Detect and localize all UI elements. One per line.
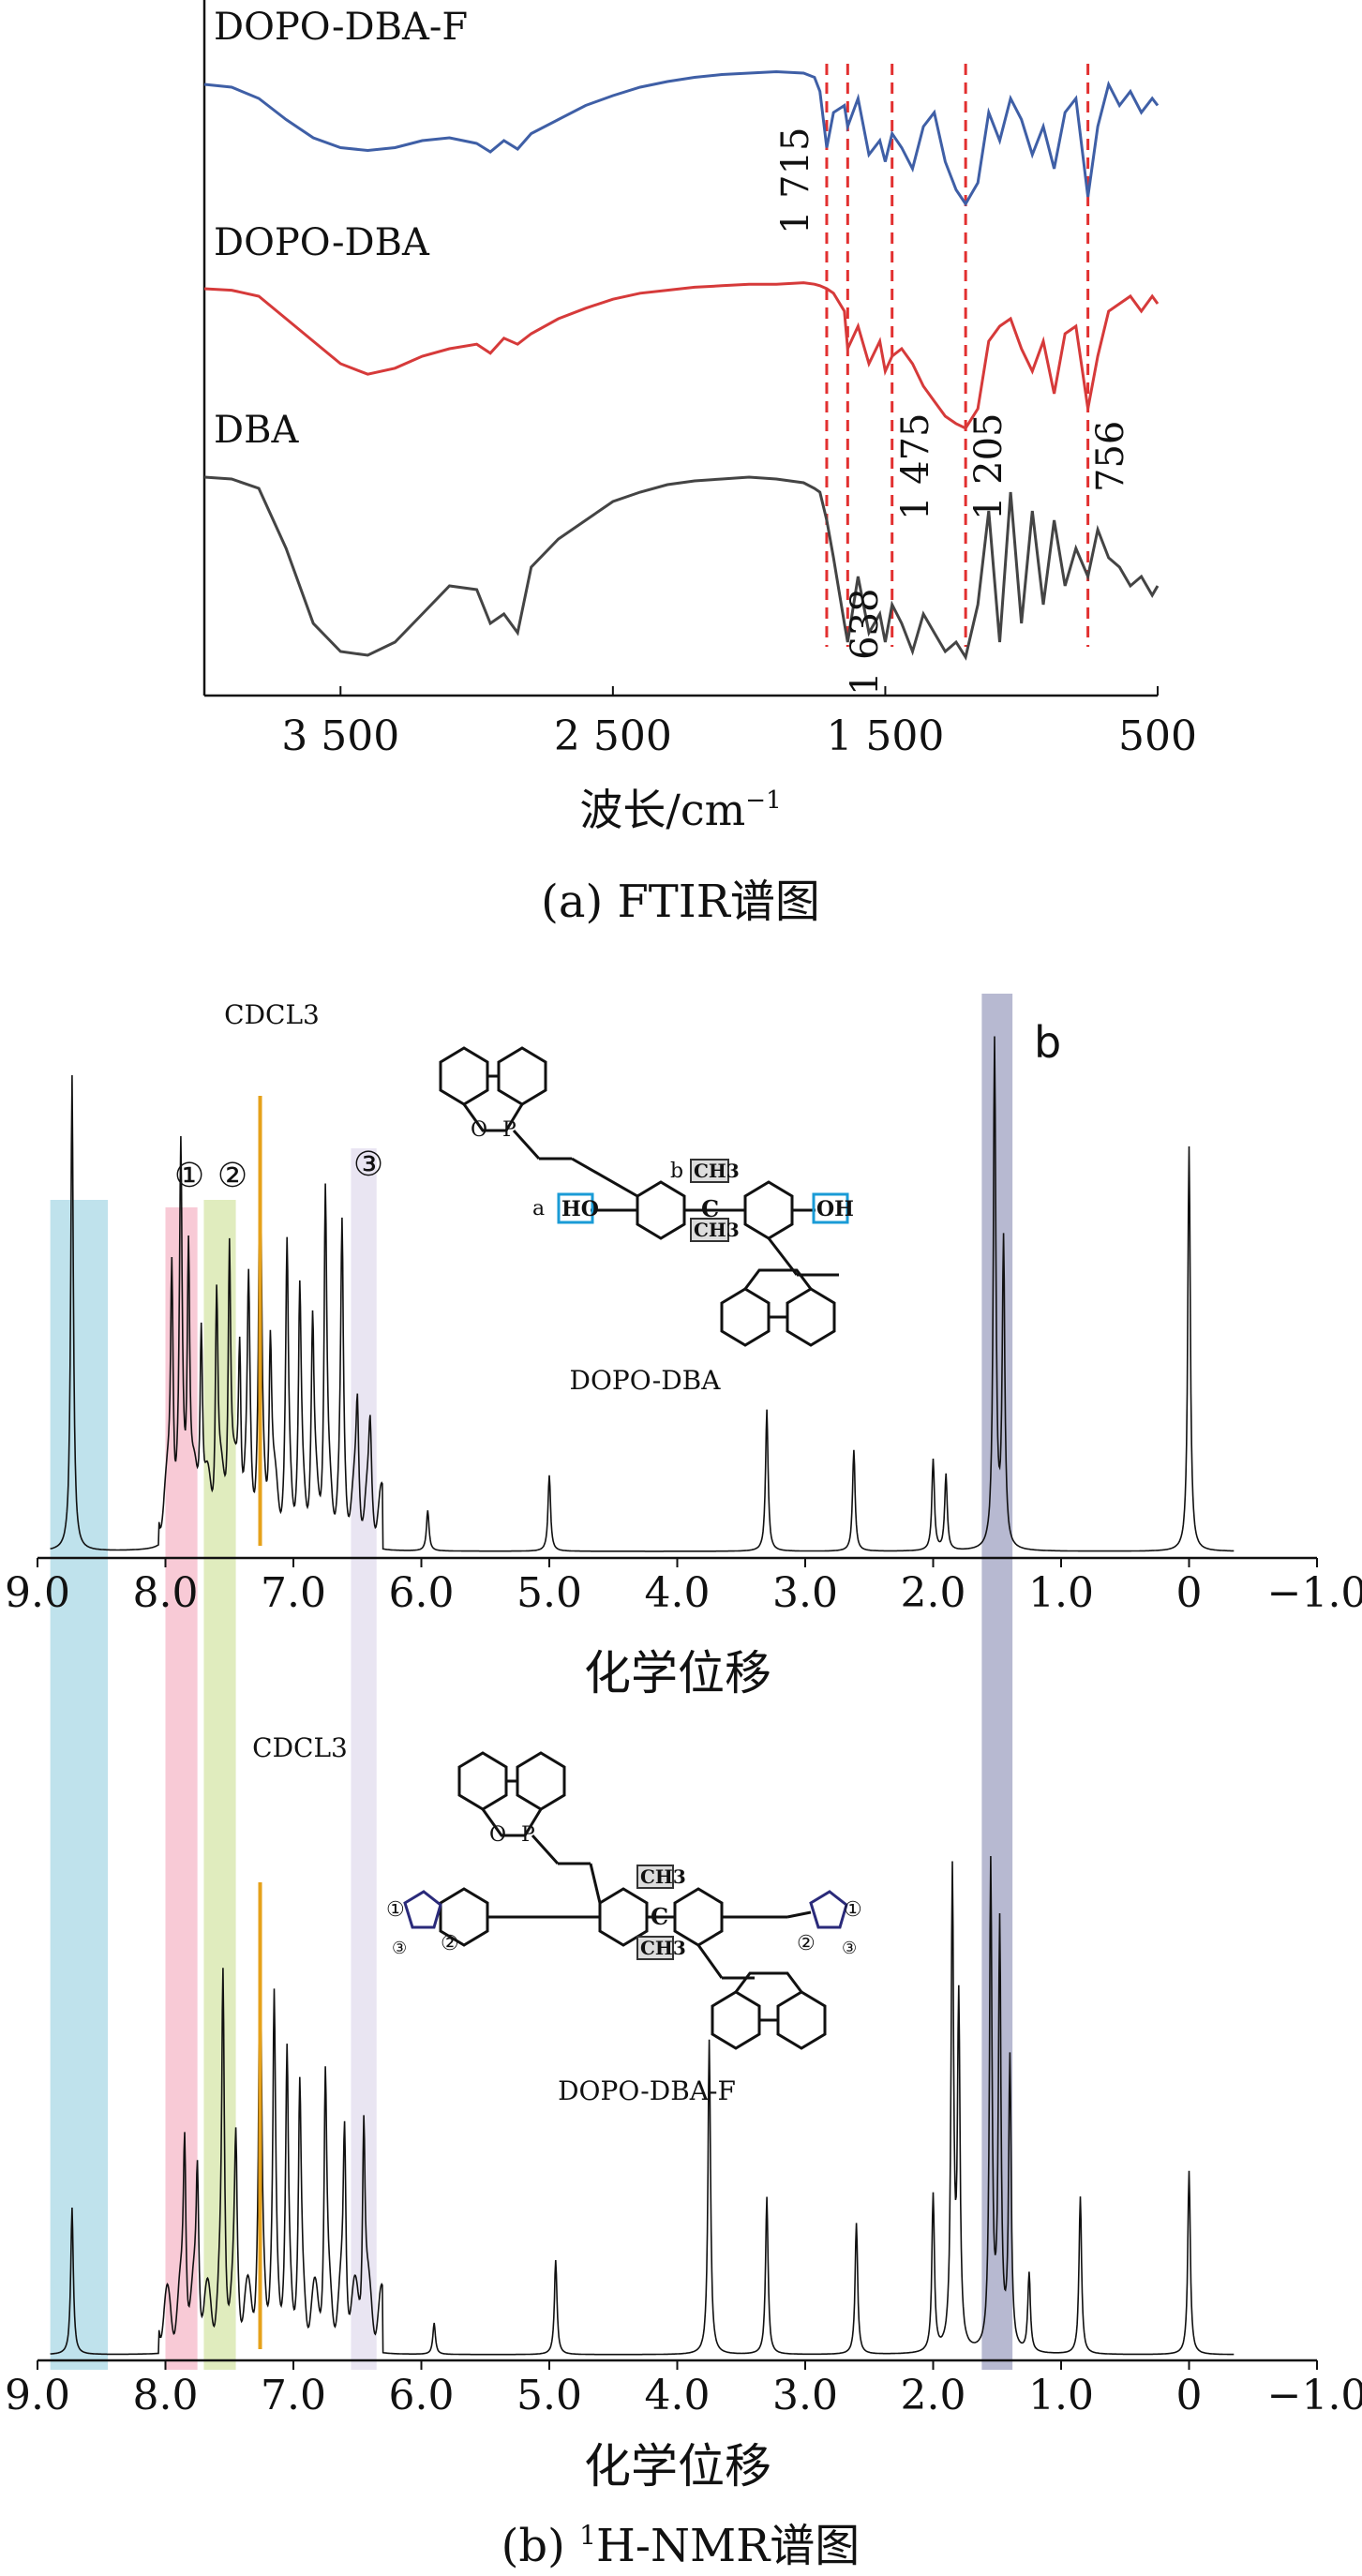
structure-dopo-dba-f-labels: O P CH3 CH3 C ① ② ③ ① ② ③ DOPO-DBA-F xyxy=(386,1823,862,2106)
nmr-x-tick-label: 1.0 xyxy=(1028,2372,1094,2419)
structure-atom-p: P xyxy=(502,1118,516,1142)
nmr-x-tick-label: 6.0 xyxy=(389,2372,455,2419)
nmr-x-tick-label: 2.0 xyxy=(901,2372,966,2419)
ftir-series-line xyxy=(203,281,1160,430)
structure-c: C xyxy=(651,1903,668,1930)
nmr-x-tick-label: 0 xyxy=(1176,2372,1203,2419)
nmr-x-tick-label: 4.0 xyxy=(645,2372,711,2419)
nmr-band-label-3: ③ xyxy=(353,1146,383,1184)
structure-dopo-dba-labels: O P a HO b C CH3 CH3 OH DOPO-DBA xyxy=(471,1118,854,1396)
nmr-x-tick-label: 3.0 xyxy=(772,2372,838,2419)
nmr-band-label-1: ① xyxy=(174,1157,204,1195)
solvent-label-top: CDCL3 xyxy=(224,999,320,1030)
nmr-x-tick-label: 1.0 xyxy=(1028,1569,1094,1617)
furan-label-1: ① xyxy=(844,1898,862,1922)
nmr-x-tick-label: 9.0 xyxy=(5,2372,70,2419)
nmr-x-tick-label: 7.0 xyxy=(261,1569,326,1617)
structure-molecule-name: DOPO-DBA xyxy=(570,1365,722,1396)
nmr-x-tick-label: 9.0 xyxy=(5,1569,70,1617)
structure-molecule-name: DOPO-DBA-F xyxy=(558,2075,736,2106)
structure-atom-o: O xyxy=(471,1118,487,1142)
furan-label-2: ② xyxy=(441,1932,459,1955)
nmr-x-tick-label: −1.0 xyxy=(1267,1569,1362,1617)
structure-label-b: b xyxy=(670,1160,683,1183)
ftir-x-ticks: 3 500 2 500 1 500 500 xyxy=(281,686,1197,760)
ftir-chart: 3 500 2 500 1 500 500 DOPO-DBA-F DOPO-DBA D… xyxy=(202,0,1197,928)
nmr-highlight-band xyxy=(981,994,1013,2370)
nmr-highlight-bands xyxy=(50,994,1013,2370)
ftir-peak-label: 1 715 xyxy=(774,127,817,234)
nmr-x-tick-label: 2.0 xyxy=(901,1569,966,1617)
nmr-x-tick-label: −1.0 xyxy=(1267,2372,1362,2419)
nmr-bottom-x-ticks: 9.0 8.0 7.0 6.0 5.0 4.0 3.0 2.0 1.0 0 −1.0 xyxy=(5,2360,1362,2419)
ftir-caption: (a) FTIR谱图 xyxy=(541,876,820,928)
nmr-x-tick-label: 5.0 xyxy=(516,2372,582,2419)
ftir-series-label: DOPO-DBA-F xyxy=(214,6,468,49)
structure-ch3: CH3 xyxy=(694,1160,740,1182)
nmr-spectrum-dopo-dba xyxy=(50,1036,1235,1552)
structure-dopo-dba-f xyxy=(403,1751,848,2050)
ftir-x-tick-label: 1 500 xyxy=(826,712,944,760)
nmr-caption: (b) 1H-NMR谱图 xyxy=(501,2520,861,2572)
ftir-peak-label: 1 638 xyxy=(844,588,887,696)
nmr-x-tick-label: 0 xyxy=(1176,1569,1203,1617)
ftir-peak-label: 1 205 xyxy=(967,412,1010,520)
nmr-highlight-band xyxy=(203,1200,236,2370)
nmr-spectrum-dopo-dba-f xyxy=(50,1855,1235,2356)
ftir-series-line xyxy=(203,475,1160,661)
structure-label-a: a xyxy=(532,1197,545,1221)
nmr-x-tick-label: 8.0 xyxy=(133,2372,199,2419)
ftir-x-tick-label: 500 xyxy=(1118,712,1197,760)
nmr-x-tick-label: 6.0 xyxy=(389,1569,455,1617)
ftir-x-axis-label: 波长/cm−1 xyxy=(579,785,781,835)
ftir-series-line xyxy=(203,69,1160,207)
structure-oh: OH xyxy=(816,1197,854,1221)
ftir-peak-label: 756 xyxy=(1089,421,1132,492)
structure-atom-p: P xyxy=(521,1823,535,1847)
ftir-x-tick-label: 3 500 xyxy=(281,712,399,760)
furan-label-2: ② xyxy=(797,1932,816,1955)
structure-atom-o: O xyxy=(489,1823,506,1847)
nmr-band-label-b: b xyxy=(1034,1017,1061,1068)
furan-label-3: ③ xyxy=(842,1939,857,1958)
furan-label-3: ③ xyxy=(392,1939,407,1958)
structure-ch3: CH3 xyxy=(640,1937,686,1959)
ftir-peak-label: 1 475 xyxy=(894,412,937,520)
nmr-x-tick-label: 7.0 xyxy=(261,2372,326,2419)
furan-label-1: ① xyxy=(386,1898,405,1922)
nmr-band-label-2: ② xyxy=(217,1157,247,1195)
solvent-label-bottom: CDCL3 xyxy=(252,1732,348,1763)
structure-c: C xyxy=(701,1195,719,1222)
structure-ch3: CH3 xyxy=(640,1865,686,1888)
ftir-series xyxy=(203,69,1160,661)
structure-ch3: CH3 xyxy=(694,1219,740,1241)
nmr-spectrum-line xyxy=(50,1855,1235,2356)
nmr-top-x-axis-label: 化学位移 xyxy=(584,1646,771,1700)
nmr-highlight-band xyxy=(351,1148,377,2370)
nmr-chart: ① ② ③ b CDCL3 CDCL3 9.0 8.0 7.0 6.0 5.0 4.0 3.… xyxy=(5,994,1362,2572)
nmr-spectrum-line xyxy=(50,1036,1235,1552)
nmr-top-x-ticks: 9.0 8.0 7.0 6.0 5.0 4.0 3.0 2.0 1.0 0 −1.0 xyxy=(5,1558,1362,1617)
structure-dopo-dba xyxy=(439,1046,849,1347)
nmr-x-tick-label: 4.0 xyxy=(645,1569,711,1617)
nmr-x-tick-label: 3.0 xyxy=(772,1569,838,1617)
ftir-series-label: DBA xyxy=(214,409,299,452)
nmr-bottom-x-axis-label: 化学位移 xyxy=(584,2439,771,2494)
ftir-series-label: DOPO-DBA xyxy=(214,221,430,264)
nmr-highlight-band xyxy=(165,1207,198,2370)
nmr-x-tick-label: 5.0 xyxy=(516,1569,582,1617)
structure-ho: HO xyxy=(561,1197,599,1221)
nmr-x-tick-label: 8.0 xyxy=(133,1569,199,1617)
ftir-x-tick-label: 2 500 xyxy=(554,712,672,760)
nmr-highlight-band xyxy=(50,1200,109,2370)
